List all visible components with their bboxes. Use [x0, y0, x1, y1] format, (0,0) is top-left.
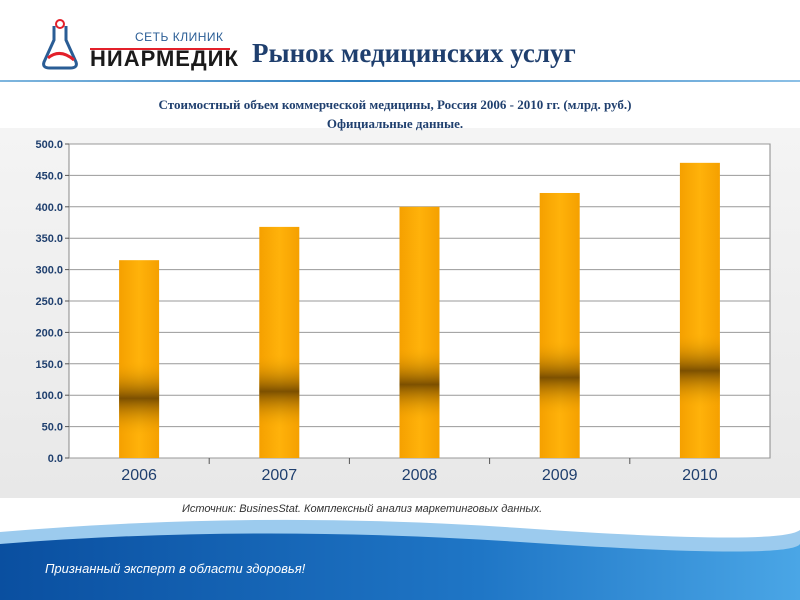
logo-flask-icon [42, 19, 78, 70]
bar-chart: 0.0 50.0 100.0 150.0 200.0 250.0 300.0 350.0 400… [35, 139, 771, 484]
bar-2009 [539, 192, 580, 458]
y-tick-label: 450.0 [35, 170, 63, 182]
y-tick-label: 150.0 [35, 359, 63, 371]
y-tick-label: 250.0 [35, 296, 63, 308]
bar-shading [539, 339, 580, 416]
y-tick-label: 0.0 [48, 453, 63, 465]
x-tick-label: 2009 [542, 467, 578, 484]
bar-2010 [679, 162, 720, 458]
bar-shading [399, 346, 440, 423]
logo-underline [90, 48, 230, 50]
x-tick-label: 2008 [402, 467, 438, 484]
y-tick-label: 50.0 [42, 422, 63, 434]
x-tick-label: 2010 [682, 467, 718, 484]
chart-subtitle: Официальные данные. [326, 116, 464, 131]
bar-shading [119, 360, 160, 437]
source-note: Источник: BusinesStat. Комплексный анали… [182, 503, 543, 515]
y-tick-label: 400.0 [35, 202, 63, 214]
y-tick-label: 300.0 [35, 265, 63, 277]
header-divider [0, 80, 800, 82]
x-tick-label: 2007 [262, 467, 298, 484]
x-tick-label: 2006 [121, 467, 157, 484]
bar-shading [259, 353, 300, 430]
chart-title: Стоимостный объем коммерческой медицины,… [158, 97, 632, 112]
page-title: Рынок медицинских услуг [252, 38, 576, 68]
bar-shading [679, 332, 720, 409]
y-tick-label: 500.0 [35, 139, 63, 151]
y-tick-label: 350.0 [35, 233, 63, 245]
y-tick-label: 100.0 [35, 390, 63, 402]
footer-slogan: Признанный эксперт в области здоровья! [45, 561, 306, 576]
y-tick-label: 200.0 [35, 327, 63, 339]
clinic-logo: СЕТЬ КЛИНИК НИАРМЕДИК [40, 18, 240, 74]
logo-network-text: СЕТЬ КЛИНИК [135, 30, 224, 44]
footer-wave [0, 519, 800, 600]
logo-brand-text: НИАРМЕДИК [90, 46, 239, 71]
